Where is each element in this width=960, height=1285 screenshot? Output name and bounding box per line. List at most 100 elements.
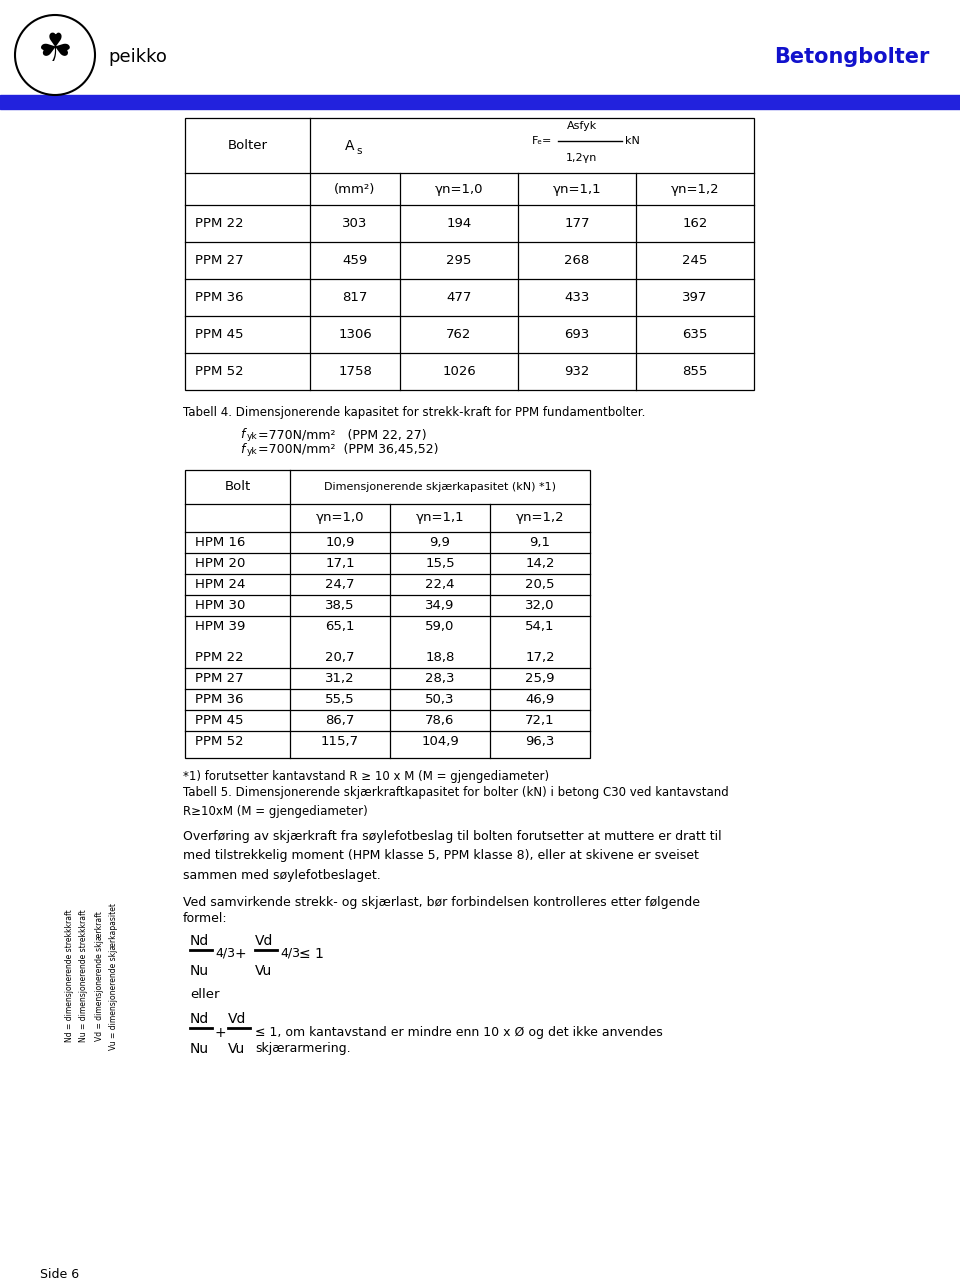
- Text: 762: 762: [446, 328, 471, 341]
- Text: 86,7: 86,7: [325, 714, 354, 727]
- Text: Nu = dimensjonerende strekkkraft: Nu = dimensjonerende strekkkraft: [80, 910, 88, 1042]
- Text: 295: 295: [446, 254, 471, 267]
- Text: 104,9: 104,9: [421, 735, 459, 748]
- Text: 177: 177: [564, 217, 589, 230]
- Text: 162: 162: [683, 217, 708, 230]
- Text: Side 6: Side 6: [40, 1268, 79, 1281]
- Text: peikko logo: peikko logo: [35, 54, 75, 60]
- Text: 4/3: 4/3: [280, 947, 300, 960]
- Text: PPM 27: PPM 27: [195, 672, 244, 685]
- Text: 855: 855: [683, 365, 708, 378]
- Text: 32,0: 32,0: [525, 599, 555, 612]
- Text: yk: yk: [247, 432, 257, 441]
- Text: γn=1,0: γn=1,0: [435, 182, 483, 195]
- Text: ☘: ☘: [37, 31, 72, 69]
- Text: 46,9: 46,9: [525, 693, 555, 705]
- Text: 932: 932: [564, 365, 589, 378]
- Text: 17,1: 17,1: [325, 556, 355, 571]
- Text: 115,7: 115,7: [321, 735, 359, 748]
- Text: 38,5: 38,5: [325, 599, 355, 612]
- Text: Nd = dimensjonerende strekkkraft: Nd = dimensjonerende strekkkraft: [65, 910, 75, 1042]
- Text: PPM 36: PPM 36: [195, 290, 244, 305]
- Text: Asfyk: Asfyk: [566, 121, 597, 131]
- Bar: [185, 118, 754, 391]
- Text: Vd: Vd: [255, 934, 274, 948]
- Text: 20,7: 20,7: [325, 651, 355, 664]
- Text: 477: 477: [446, 290, 471, 305]
- Text: 96,3: 96,3: [525, 735, 555, 748]
- Text: (mm²): (mm²): [334, 182, 375, 195]
- Text: =700N/mm²  (PPM 36,45,52): =700N/mm² (PPM 36,45,52): [258, 443, 439, 456]
- Text: 15,5: 15,5: [425, 556, 455, 571]
- Text: s: s: [356, 145, 362, 155]
- Text: γn=1,2: γn=1,2: [671, 182, 719, 195]
- Text: 1758: 1758: [338, 365, 372, 378]
- Text: γn=1,0: γn=1,0: [316, 511, 364, 524]
- Text: Vd: Vd: [228, 1013, 247, 1025]
- Text: kN: kN: [625, 136, 640, 146]
- Text: Bolt: Bolt: [225, 481, 251, 493]
- Text: 50,3: 50,3: [425, 693, 455, 705]
- Text: 4/3: 4/3: [215, 947, 235, 960]
- Text: yk: yk: [247, 447, 257, 456]
- Text: Nu: Nu: [190, 1042, 209, 1056]
- Text: 17,2: 17,2: [525, 651, 555, 664]
- Text: skjærarmering.: skjærarmering.: [255, 1042, 350, 1055]
- Text: Ved samvirkende strekk- og skjærlast, bør forbindelsen kontrolleres etter følgen: Ved samvirkende strekk- og skjærlast, bø…: [183, 896, 700, 908]
- Text: PPM 22: PPM 22: [195, 651, 244, 664]
- Text: ≤ 1, om kantavstand er mindre enn 10 x Ø og det ikke anvendes: ≤ 1, om kantavstand er mindre enn 10 x Ø…: [255, 1025, 662, 1040]
- Text: PPM 45: PPM 45: [195, 714, 244, 727]
- Text: Vu: Vu: [228, 1042, 245, 1056]
- Text: Nu: Nu: [190, 964, 209, 978]
- Text: *1) forutsetter kantavstand R ≥ 10 x M (M = gjengediameter): *1) forutsetter kantavstand R ≥ 10 x M (…: [183, 770, 549, 783]
- Text: 20,5: 20,5: [525, 578, 555, 591]
- Text: 9,9: 9,9: [429, 536, 450, 549]
- Text: 1306: 1306: [338, 328, 372, 341]
- Text: 635: 635: [683, 328, 708, 341]
- Text: 245: 245: [683, 254, 708, 267]
- Text: PPM 52: PPM 52: [195, 735, 244, 748]
- Text: 65,1: 65,1: [325, 619, 355, 634]
- Text: HPM 20: HPM 20: [195, 556, 246, 571]
- Text: Fₑ=: Fₑ=: [532, 136, 552, 146]
- Text: HPM 24: HPM 24: [195, 578, 246, 591]
- Text: formel:: formel:: [183, 912, 228, 925]
- Text: 303: 303: [343, 217, 368, 230]
- Text: 10,9: 10,9: [325, 536, 354, 549]
- Text: 194: 194: [446, 217, 471, 230]
- Text: HPM 39: HPM 39: [195, 619, 246, 634]
- Text: 54,1: 54,1: [525, 619, 555, 634]
- Text: 55,5: 55,5: [325, 693, 355, 705]
- Text: 25,9: 25,9: [525, 672, 555, 685]
- Text: 1,2γn: 1,2γn: [566, 153, 598, 163]
- Text: PPM 27: PPM 27: [195, 254, 244, 267]
- Text: Vu: Vu: [255, 964, 273, 978]
- Text: Betongbolter: Betongbolter: [775, 48, 930, 67]
- Text: 31,2: 31,2: [325, 672, 355, 685]
- Text: 18,8: 18,8: [425, 651, 455, 664]
- Text: 24,7: 24,7: [325, 578, 355, 591]
- Text: +: +: [215, 1025, 227, 1040]
- Text: A: A: [346, 139, 355, 153]
- Text: 22,4: 22,4: [425, 578, 455, 591]
- Text: Dimensjonerende skjærkapasitet (kN) *1): Dimensjonerende skjærkapasitet (kN) *1): [324, 482, 556, 492]
- Text: 1026: 1026: [443, 365, 476, 378]
- Text: 268: 268: [564, 254, 589, 267]
- Text: Vd = dimensjonerende skjærkraft: Vd = dimensjonerende skjærkraft: [95, 911, 105, 1041]
- Text: PPM 52: PPM 52: [195, 365, 244, 378]
- Text: γn=1,1: γn=1,1: [553, 182, 601, 195]
- Text: PPM 45: PPM 45: [195, 328, 244, 341]
- Text: f: f: [240, 443, 245, 456]
- Text: 433: 433: [564, 290, 589, 305]
- Text: f: f: [240, 428, 245, 441]
- Text: Nd: Nd: [190, 934, 209, 948]
- Text: eller: eller: [190, 988, 220, 1001]
- Text: Bolter: Bolter: [228, 139, 268, 152]
- Text: HPM 16: HPM 16: [195, 536, 246, 549]
- Text: +: +: [234, 947, 246, 961]
- Text: 78,6: 78,6: [425, 714, 455, 727]
- Text: PPM 22: PPM 22: [195, 217, 244, 230]
- Text: 72,1: 72,1: [525, 714, 555, 727]
- Text: Vu = dimensjonerende skjærkapasitet: Vu = dimensjonerende skjærkapasitet: [109, 902, 118, 1050]
- Text: Tabell 5. Dimensjonerende skjærkraftkapasitet for bolter (kN) i betong C30 ved k: Tabell 5. Dimensjonerende skjærkraftkapa…: [183, 786, 729, 817]
